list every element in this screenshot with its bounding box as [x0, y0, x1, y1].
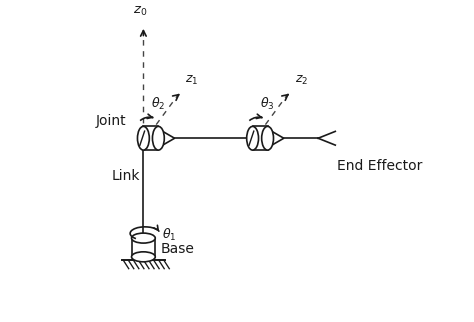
Text: Base: Base [161, 242, 194, 256]
Text: Joint: Joint [96, 114, 126, 128]
Polygon shape [158, 129, 174, 147]
Polygon shape [132, 238, 155, 257]
Text: $\theta_3$: $\theta_3$ [260, 96, 275, 112]
Polygon shape [144, 127, 158, 150]
Text: $z_1$: $z_1$ [185, 74, 199, 87]
Ellipse shape [132, 252, 155, 262]
Text: $\theta_1$: $\theta_1$ [162, 227, 176, 243]
Ellipse shape [132, 233, 155, 243]
Text: $z_2$: $z_2$ [295, 74, 308, 87]
Text: End Effector: End Effector [337, 159, 422, 173]
Ellipse shape [246, 127, 258, 150]
Ellipse shape [153, 127, 164, 150]
Polygon shape [253, 127, 268, 150]
Text: Link: Link [112, 169, 140, 183]
Text: $z_0$: $z_0$ [133, 5, 147, 18]
Polygon shape [268, 129, 284, 147]
Ellipse shape [137, 127, 149, 150]
Text: $\theta_2$: $\theta_2$ [151, 96, 165, 112]
Ellipse shape [262, 127, 273, 150]
